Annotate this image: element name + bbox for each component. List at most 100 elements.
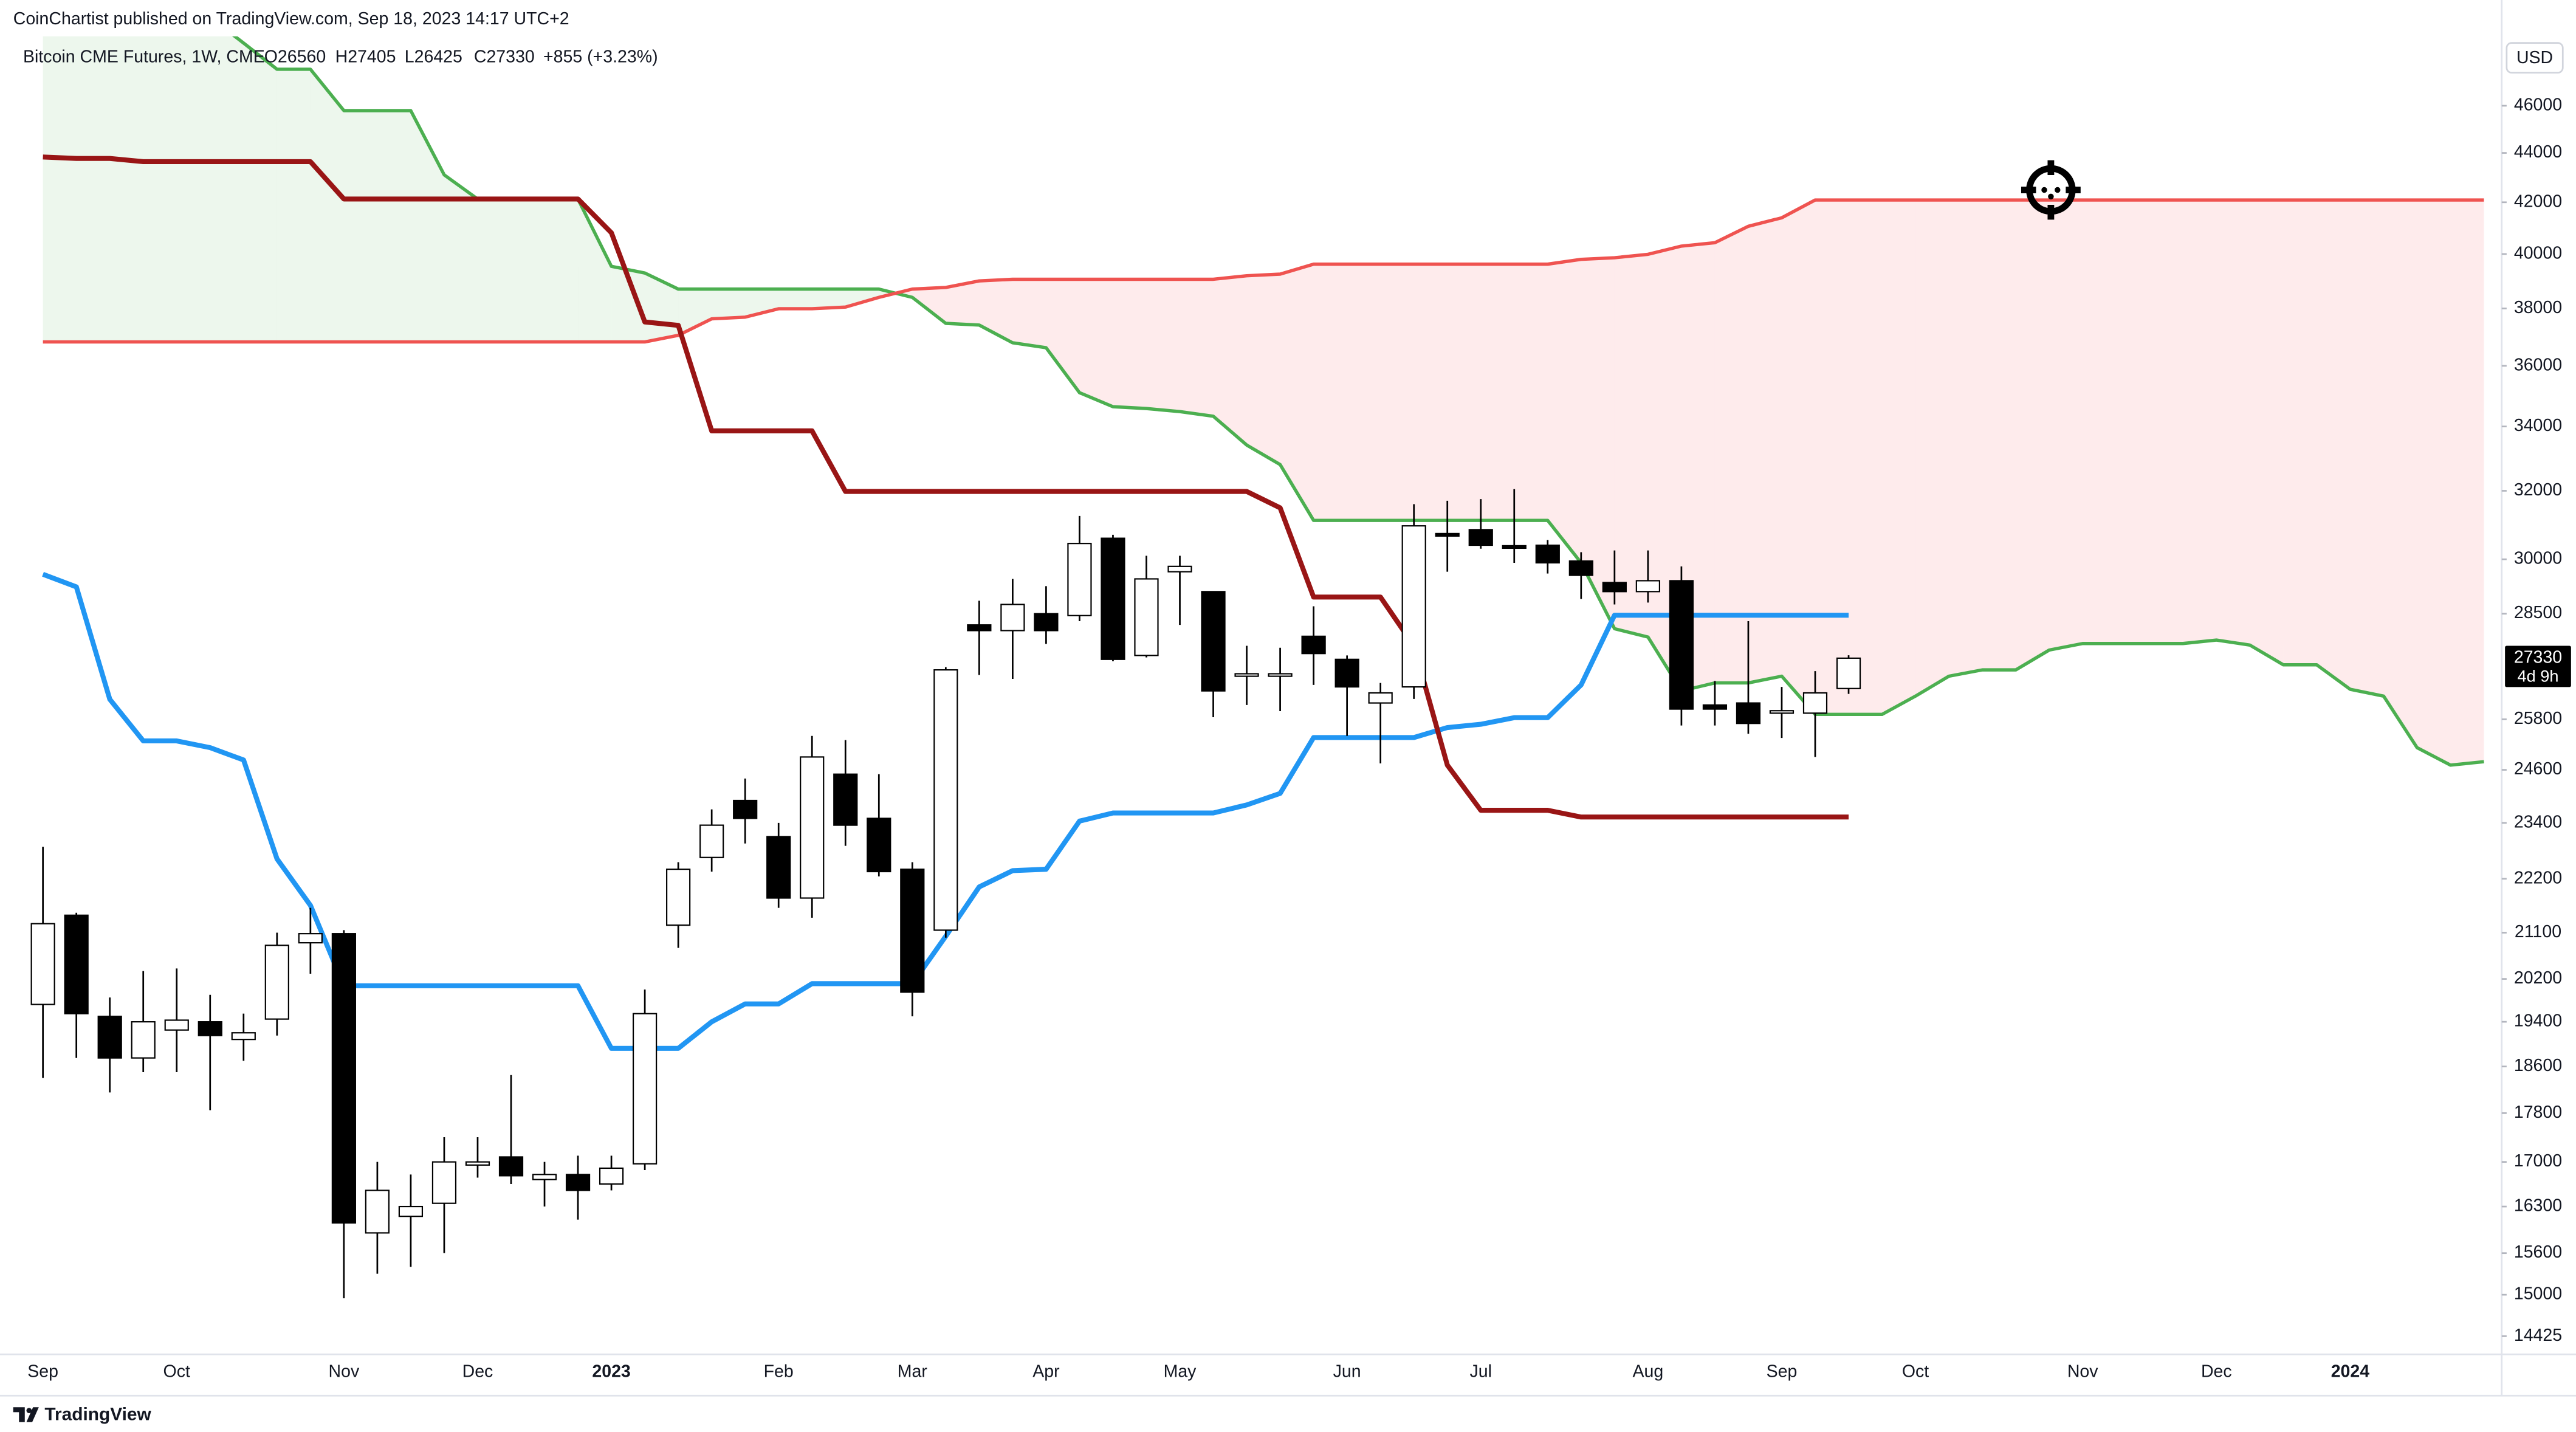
symbol-title: Bitcoin CME Futures, 1W, CME: [23, 47, 265, 67]
cloud-fill: [845, 289, 879, 308]
y-tick-label: 15000: [2514, 1284, 2562, 1304]
cloud-fill: [1714, 226, 1748, 683]
cloud-fill: [1213, 275, 1247, 446]
y-tick-label: 16300: [2514, 1196, 2562, 1216]
cloud-fill: [1815, 200, 1849, 715]
cloud-fill: [2149, 200, 2183, 644]
candle-body: [1301, 635, 1326, 655]
cloud-fill: [1581, 258, 1615, 629]
candle-body: [131, 1021, 156, 1059]
y-tick-label: 23400: [2514, 812, 2562, 831]
candle-body: [1435, 532, 1460, 537]
x-tick-label: Jun: [1333, 1362, 1361, 1382]
cloud-fill: [210, 36, 244, 342]
cloud-fill: [2083, 200, 2117, 644]
tradingview-logo[interactable]: TradingView: [13, 1405, 152, 1425]
candle-body: [30, 923, 55, 1005]
cloud-fill: [1647, 246, 1681, 691]
candle-body: [599, 1167, 624, 1185]
y-tick-label: 36000: [2514, 355, 2562, 374]
cloud-fill: [109, 36, 143, 342]
y-tick-label: 44000: [2514, 142, 2562, 162]
x-tick-label: Feb: [764, 1362, 794, 1382]
x-tick-label: Jul: [1470, 1362, 1492, 1382]
cloud-fill: [1882, 200, 1916, 715]
candle-body: [1802, 692, 1828, 714]
candle-body: [1769, 710, 1795, 714]
cloud-fill: [812, 289, 846, 309]
candle-body: [365, 1189, 390, 1234]
candle-body: [1034, 613, 1059, 632]
cloud-fill: [1781, 200, 1816, 715]
candle-body: [1702, 704, 1728, 710]
y-tick-label: 42000: [2514, 191, 2562, 211]
x-tick-label: Sep: [1767, 1362, 1798, 1382]
candle-body: [733, 799, 758, 819]
candle-body: [1067, 543, 1092, 616]
cloud-fill: [712, 289, 746, 319]
candle-body: [298, 933, 323, 944]
cloud-fill: [511, 199, 545, 342]
crosshair-icon: [2021, 160, 2081, 220]
candle-body: [465, 1161, 490, 1166]
cloud-fill: [1982, 200, 2016, 670]
legend-open: O26560: [264, 47, 326, 67]
cloud-fill: [544, 199, 579, 342]
last-price: 27330: [2514, 647, 2562, 667]
cloud-fill: [410, 110, 444, 342]
candle-body: [1334, 658, 1359, 688]
cloud-fill: [1246, 274, 1280, 465]
currency[interactable]: USD: [2516, 48, 2553, 67]
cloud-fill: [912, 287, 946, 324]
plot-area: [30, 36, 2484, 1298]
y-tick-label: 38000: [2514, 298, 2562, 317]
candle-body: [1602, 582, 1627, 593]
candle-body: [1502, 545, 1527, 549]
y-tick-label: 32000: [2514, 480, 2562, 500]
publish-header: CoinChartist published on TradingView.co…: [13, 9, 569, 29]
cloud-fill: [2450, 200, 2484, 765]
cloud-fill: [1380, 264, 1414, 521]
cloud-fill: [2216, 200, 2250, 645]
cloud-fill: [1547, 259, 1581, 563]
y-tick-label: 30000: [2514, 549, 2562, 568]
candle-body: [532, 1174, 557, 1180]
candle-body: [64, 914, 89, 1014]
legend-low: L26425: [405, 47, 462, 67]
candle-body: [833, 773, 858, 826]
y-tick-label: 14425: [2514, 1326, 2562, 1345]
candle-body: [97, 1016, 122, 1059]
y-tick-label: 40000: [2514, 243, 2562, 263]
currency-box[interactable]: [2506, 42, 2564, 74]
cloud-fill: [1280, 264, 1314, 521]
cloud-fill: [2183, 200, 2217, 644]
x-tick-label: Mar: [898, 1362, 928, 1382]
cloud-fill: [1514, 264, 1548, 521]
cloud-fill: [343, 110, 377, 342]
logo-text[interactable]: TradingView: [44, 1405, 151, 1425]
candle-body: [1101, 537, 1125, 660]
candle-body: [1836, 657, 1861, 689]
y-tick-label: 15600: [2514, 1242, 2562, 1262]
candle-body: [699, 824, 724, 858]
cloud-fill: [611, 266, 645, 342]
candle-body: [431, 1161, 457, 1204]
cloud-fill: [1079, 279, 1113, 407]
candle-body: [1568, 560, 1593, 576]
cloud-fill: [477, 199, 512, 342]
candle-body: [1635, 580, 1660, 593]
candle-body: [1000, 604, 1025, 632]
candle-body: [900, 869, 925, 993]
y-tick-label: 34000: [2514, 416, 2562, 435]
candle-body: [264, 945, 289, 1020]
cloud-fill: [444, 174, 478, 342]
indicator-line: [43, 198, 2484, 344]
candle-body: [1268, 673, 1293, 677]
x-tick-label: Nov: [329, 1362, 360, 1382]
candle-body: [1535, 544, 1560, 564]
cloud-fill: [1748, 218, 1782, 683]
legend-high: H27405: [335, 47, 396, 67]
x-tick-label: Dec: [462, 1362, 493, 1382]
